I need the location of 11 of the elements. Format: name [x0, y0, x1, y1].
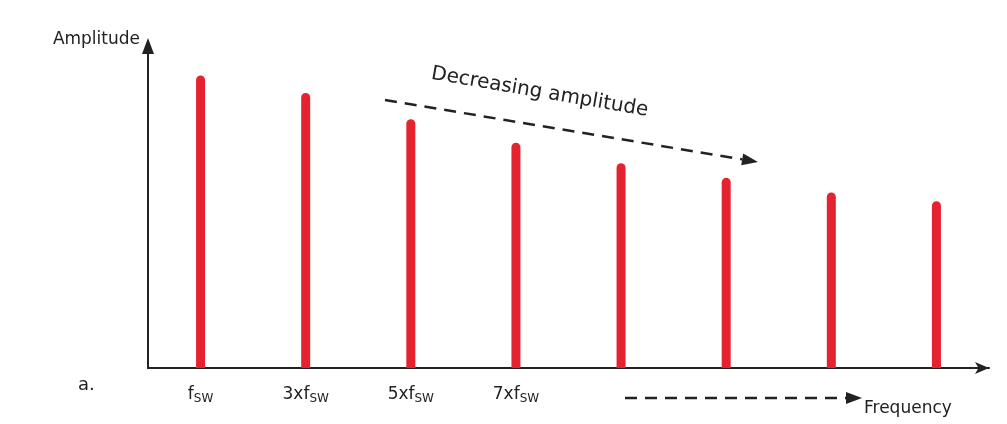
bar	[826, 192, 836, 368]
y-axis-title: Amplitude	[52, 27, 140, 48]
bar	[196, 75, 206, 368]
bar	[511, 142, 521, 368]
bar	[931, 201, 941, 368]
bar	[406, 119, 416, 368]
bar	[616, 163, 626, 368]
bar	[301, 92, 311, 368]
bar	[721, 177, 731, 368]
x-axis-title: Frequency	[864, 396, 952, 417]
text: a.	[78, 372, 95, 394]
